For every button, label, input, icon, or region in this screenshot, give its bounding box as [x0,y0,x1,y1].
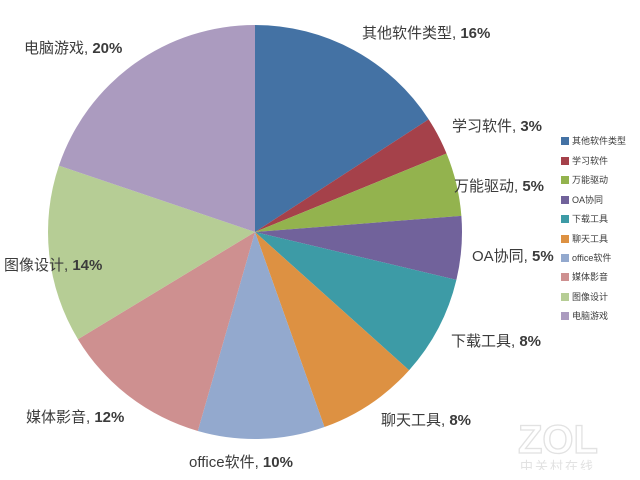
svg-text:ZOL: ZOL [518,418,598,462]
svg-text:中关村在线: 中关村在线 [520,459,595,470]
